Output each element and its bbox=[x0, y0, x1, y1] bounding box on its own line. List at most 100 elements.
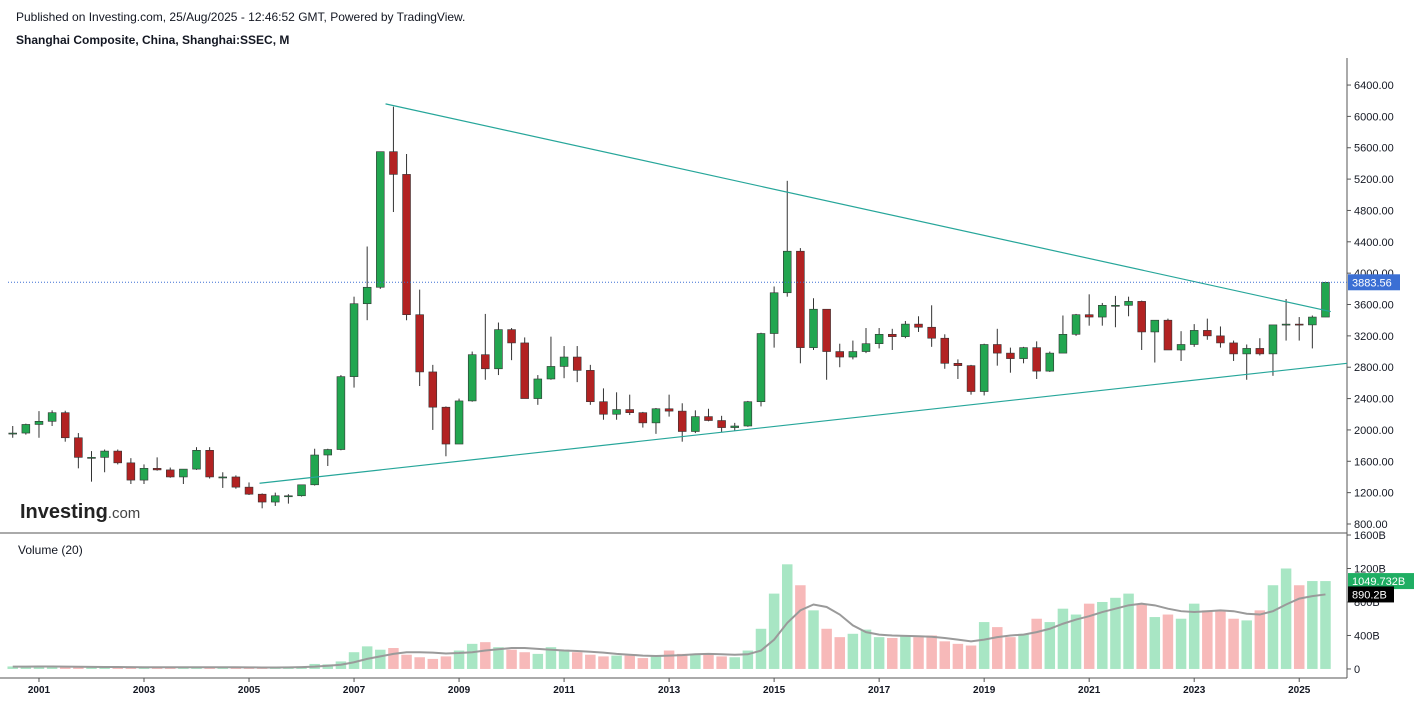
candle-body bbox=[244, 486, 254, 495]
volume-bar bbox=[1110, 597, 1121, 669]
candle-body bbox=[467, 354, 477, 402]
candle-body bbox=[861, 343, 871, 352]
volume-bar bbox=[676, 653, 688, 669]
candle-body bbox=[586, 370, 595, 403]
volume-bar bbox=[519, 652, 530, 669]
volume-bar bbox=[1293, 585, 1305, 669]
volume-bar bbox=[440, 656, 452, 669]
candle-body bbox=[730, 425, 739, 428]
candle-body bbox=[769, 292, 779, 334]
candle-body bbox=[47, 412, 57, 422]
candle-body bbox=[74, 437, 83, 458]
x-tick-label: 2013 bbox=[658, 685, 681, 696]
candle-body bbox=[901, 323, 910, 337]
published-note: Published on Investing.com, 25/Aug/2025 … bbox=[16, 10, 465, 24]
candle-body bbox=[336, 376, 346, 450]
volume-bar bbox=[1188, 603, 1200, 669]
candle-body bbox=[1137, 301, 1146, 333]
candle-body bbox=[507, 329, 516, 344]
candle-body bbox=[1124, 301, 1133, 306]
volume-bar bbox=[768, 593, 780, 669]
volume-bar bbox=[1241, 620, 1252, 669]
candle-body bbox=[1045, 352, 1055, 372]
candle-body bbox=[21, 424, 31, 434]
candle-body bbox=[664, 408, 674, 412]
candle-body bbox=[349, 303, 359, 377]
volume-bar bbox=[913, 637, 924, 669]
volume-bar bbox=[729, 657, 740, 669]
volume-bar bbox=[1149, 617, 1161, 669]
volume-bar bbox=[781, 564, 793, 669]
candle-body bbox=[572, 356, 582, 371]
volume-bar bbox=[453, 650, 465, 669]
volume-bar bbox=[716, 656, 727, 669]
volume-bar bbox=[992, 627, 1003, 669]
candle-body bbox=[205, 450, 214, 478]
volume-title: Volume (20) bbox=[18, 543, 83, 557]
y-tick-label: 3200.00 bbox=[1354, 331, 1394, 343]
candle-body bbox=[494, 329, 503, 370]
volume-bar bbox=[650, 656, 662, 669]
volume-bar bbox=[348, 652, 360, 669]
candle-body bbox=[993, 344, 1002, 354]
volume-bar bbox=[558, 649, 570, 669]
volume-bar bbox=[611, 655, 622, 669]
volume-bar bbox=[545, 647, 557, 669]
volume-bar bbox=[125, 667, 137, 669]
trendline bbox=[385, 103, 1331, 313]
x-tick-label: 2023 bbox=[1183, 685, 1206, 696]
candle-body bbox=[428, 371, 438, 408]
candle-body bbox=[1268, 324, 1278, 355]
candle-body bbox=[389, 151, 398, 175]
volume-bar bbox=[86, 667, 97, 669]
candle-body bbox=[612, 409, 621, 415]
candle-body bbox=[139, 468, 149, 481]
volume-last-box bbox=[1348, 573, 1414, 590]
volume-bar bbox=[532, 653, 544, 669]
candle-body bbox=[783, 250, 792, 294]
x-tick-label: 2017 bbox=[868, 685, 891, 696]
candle-body bbox=[1242, 348, 1251, 355]
candle-body bbox=[822, 308, 831, 352]
y-tick-label: 1600B bbox=[1354, 530, 1386, 542]
candle-body bbox=[257, 493, 267, 503]
volume-bar bbox=[112, 667, 123, 669]
candle-body bbox=[546, 366, 556, 380]
candle-body bbox=[60, 412, 70, 439]
x-tick-label: 2015 bbox=[763, 685, 786, 696]
volume-last-label: 1049.732B bbox=[1352, 576, 1405, 588]
x-tick-label: 2011 bbox=[553, 685, 575, 696]
candle-body bbox=[520, 342, 529, 399]
candle-body bbox=[87, 457, 96, 459]
candle-body bbox=[848, 351, 858, 358]
volume-bar bbox=[493, 647, 504, 669]
candle-body bbox=[1229, 342, 1238, 355]
candle-body bbox=[1176, 344, 1186, 351]
candle-body bbox=[1071, 314, 1081, 335]
y-tick-label: 4400.00 bbox=[1354, 237, 1394, 249]
candle-body bbox=[1216, 335, 1225, 344]
candle-body bbox=[231, 476, 241, 488]
last-price-label: 3883.56 bbox=[1352, 277, 1392, 289]
candle-body bbox=[1032, 347, 1041, 372]
candle-body bbox=[284, 495, 293, 498]
volume-bar bbox=[598, 656, 609, 669]
y-tick-label: 400B bbox=[1354, 630, 1380, 642]
candle-body bbox=[310, 454, 319, 486]
ma-last-box bbox=[1348, 586, 1394, 603]
y-tick-label: 800.00 bbox=[1354, 519, 1388, 531]
candle-body bbox=[100, 450, 109, 458]
candle-body bbox=[441, 406, 451, 445]
volume-bar bbox=[834, 637, 846, 669]
volume-bar bbox=[755, 628, 767, 669]
volume-bar bbox=[1215, 611, 1226, 669]
volume-bar bbox=[663, 650, 675, 669]
volume-bar bbox=[178, 667, 189, 669]
volume-bar bbox=[978, 622, 990, 669]
candle-body bbox=[1058, 333, 1068, 354]
x-tick-label: 2003 bbox=[133, 685, 156, 696]
x-tick-label: 2005 bbox=[238, 685, 261, 696]
candle-body bbox=[1150, 319, 1160, 333]
